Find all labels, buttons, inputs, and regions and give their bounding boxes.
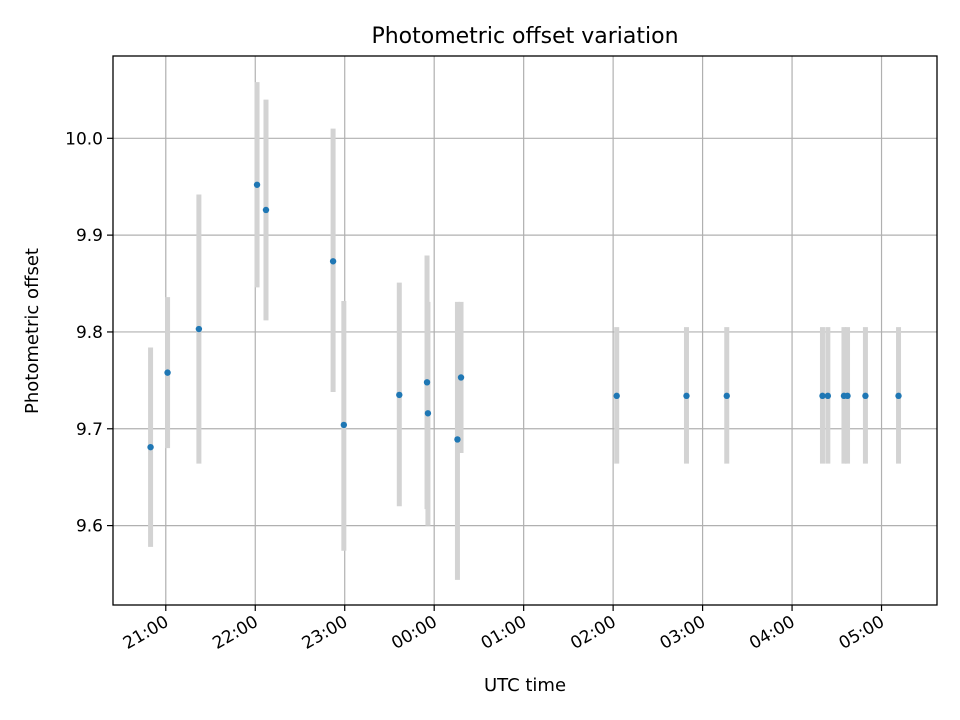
data-point xyxy=(262,206,270,214)
data-point xyxy=(824,392,832,400)
y-tick-label: 9.6 xyxy=(76,517,103,537)
y-axis-label: Photometric offset xyxy=(22,248,43,414)
data-point xyxy=(723,392,730,400)
x-tick-label: 01:00 xyxy=(478,612,530,654)
data-point xyxy=(195,325,203,333)
data-point xyxy=(457,374,465,381)
data-point xyxy=(329,258,337,265)
plot-frame xyxy=(112,55,938,606)
x-tick-label: 21:00 xyxy=(120,612,172,654)
data-point xyxy=(454,436,461,443)
axis-ticks: 21:00 22:00 23:00 00:00 01:00 02:00 03:00 04:00… xyxy=(65,129,888,654)
x-tick-label: 02:00 xyxy=(567,612,619,654)
data-point xyxy=(683,392,690,400)
data-point xyxy=(253,181,261,188)
data-point xyxy=(147,443,154,451)
x-tick-label: 03:00 xyxy=(657,612,709,654)
x-tick-label: 23:00 xyxy=(299,612,351,654)
x-tick-label: 22:00 xyxy=(209,612,261,654)
grid-lines xyxy=(113,56,937,605)
y-tick-label: 9.8 xyxy=(76,323,103,343)
data-point xyxy=(613,392,620,400)
chart-title: Photometric offset variation xyxy=(371,24,678,49)
data-points xyxy=(147,181,902,451)
data-point xyxy=(819,392,826,400)
y-tick-label: 10.0 xyxy=(65,129,103,149)
data-point xyxy=(396,391,403,399)
data-point xyxy=(164,369,171,376)
data-point xyxy=(862,392,869,400)
data-point xyxy=(340,421,348,429)
data-point xyxy=(895,392,902,400)
error-bars xyxy=(148,82,902,580)
x-tick-label: 00:00 xyxy=(388,612,440,654)
y-tick-label: 9.7 xyxy=(76,420,103,440)
y-tick-label: 9.9 xyxy=(76,226,103,246)
x-axis-label: UTC time xyxy=(484,675,566,696)
x-tick-label: 05:00 xyxy=(836,612,888,654)
x-tick-label: 04:00 xyxy=(746,612,798,654)
data-point xyxy=(424,410,432,417)
data-point xyxy=(423,379,431,386)
data-point xyxy=(844,392,851,400)
